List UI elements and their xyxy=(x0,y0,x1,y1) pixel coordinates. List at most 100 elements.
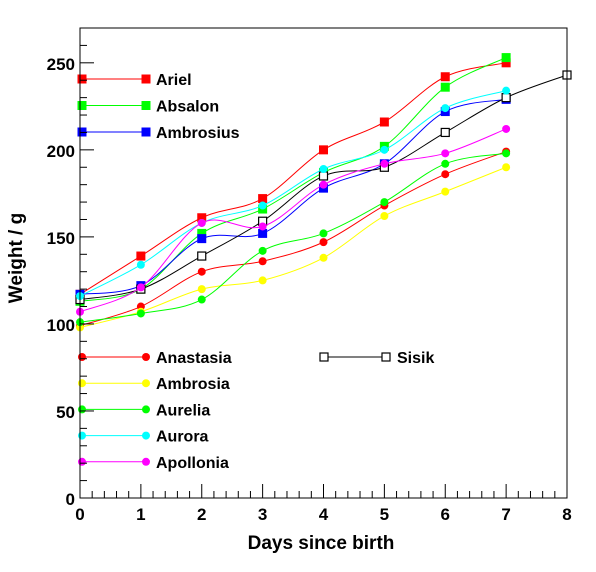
data-point-aurora-6 xyxy=(441,104,450,113)
x-tick-label: 2 xyxy=(197,505,206,524)
data-point-anastasia-4 xyxy=(319,238,328,247)
legend-marker xyxy=(381,352,391,362)
data-point-aurelia-4 xyxy=(319,229,328,238)
legend-upper-left: Ariel Absalon Ambrosius xyxy=(77,72,240,142)
series-ariel xyxy=(75,58,511,299)
legend-marker xyxy=(142,431,150,440)
data-point-anastasia-6 xyxy=(441,170,450,179)
series-line-aurora xyxy=(79,90,507,297)
series-line-aurelia xyxy=(79,152,507,323)
data-point-absalon-7 xyxy=(501,53,511,63)
legend-label: Ariel xyxy=(156,72,192,89)
data-point-aurora-7 xyxy=(502,86,511,95)
legend-marker xyxy=(141,127,151,137)
series-line-ambrosius xyxy=(79,98,507,295)
x-tick-label: 7 xyxy=(501,505,510,524)
data-point-ariel-5 xyxy=(379,117,389,127)
data-point-sisik-7 xyxy=(501,93,511,103)
legend-label: Aurelia xyxy=(156,402,210,419)
data-point-ambrosia-4 xyxy=(319,253,328,262)
x-axis-label: Days since birth xyxy=(248,533,395,554)
data-point-aurelia-5 xyxy=(380,198,389,207)
data-point-ariel-4 xyxy=(319,145,328,155)
x-tick-label: 8 xyxy=(562,505,571,524)
y-tick-label: 50 xyxy=(56,403,75,422)
data-point-ariel-3 xyxy=(258,194,268,204)
data-point-sisik-4 xyxy=(318,171,329,181)
legend-label: Ambrosia xyxy=(156,376,230,393)
x-tick-label: 5 xyxy=(380,505,389,524)
series-ambrosia xyxy=(76,163,511,332)
data-point-sisik-6 xyxy=(440,127,450,138)
data-point-apollonia-7 xyxy=(502,124,511,133)
x-tick-label: 1 xyxy=(136,505,145,524)
x-tick-label: 4 xyxy=(319,505,329,524)
legend-marker xyxy=(77,74,87,84)
legend-marker xyxy=(78,431,86,440)
data-point-ariel-1 xyxy=(136,251,146,261)
data-point-anastasia-2 xyxy=(197,267,206,276)
legend-label: Absalon xyxy=(156,99,219,116)
data-point-aurelia-6 xyxy=(441,159,450,168)
data-point-ambrosia-5 xyxy=(380,212,389,220)
data-point-aurora-4 xyxy=(319,165,328,173)
data-point-apollonia-6 xyxy=(441,149,450,158)
legend-label: Apollonia xyxy=(156,455,229,472)
legend-entry-absalon: Absalon xyxy=(77,99,219,116)
legend-marker xyxy=(141,74,151,84)
data-point-apollonia-3 xyxy=(258,222,267,231)
legend-entry-ambrosia: Ambrosia xyxy=(78,376,230,393)
legend-marker xyxy=(78,379,86,388)
data-point-absalon-2 xyxy=(197,228,207,238)
data-point-apollonia-5 xyxy=(380,159,389,168)
data-point-aurora-3 xyxy=(258,201,267,210)
data-point-apollonia-1 xyxy=(136,283,145,292)
data-point-apollonia-2 xyxy=(197,218,206,227)
legend-entry-ariel: Ariel xyxy=(77,72,192,89)
legend-entry-aurora: Aurora xyxy=(78,429,209,446)
x-tick-label: 6 xyxy=(441,505,450,524)
y-axis-label: Weight / g xyxy=(6,213,27,303)
legend-marker xyxy=(78,353,86,361)
y-tick-label: 0 xyxy=(66,490,75,509)
data-point-aurora-1 xyxy=(136,260,145,269)
legend-label: Sisik xyxy=(397,350,434,367)
legend-lower-center: Sisik xyxy=(319,350,434,367)
legend-marker xyxy=(142,379,150,388)
data-point-ambrosius-2 xyxy=(197,234,207,244)
axes: 0 1 2 3 4 5 6 7 8 0 50 100 150 200 250 xyxy=(47,27,572,524)
series-line-anastasia xyxy=(79,151,507,327)
legend-lower-left: Anastasia Ambrosia Aurelia Aurora Apollonia xyxy=(78,350,232,472)
data-point-ambrosia-6 xyxy=(441,187,450,196)
legend-label: Ambrosius xyxy=(156,125,240,142)
data-point-aurelia-1 xyxy=(136,309,145,318)
legend-marker xyxy=(142,405,150,414)
y-tick-label: 250 xyxy=(47,55,75,74)
data-point-aurora-5 xyxy=(380,145,389,154)
data-point-aurelia-7 xyxy=(502,149,511,158)
data-point-ariel-7 xyxy=(501,58,511,68)
data-point-ariel-2 xyxy=(197,213,207,223)
data-point-absalon-6 xyxy=(440,82,450,92)
data-point-aurelia-2 xyxy=(197,295,206,304)
data-point-ambrosia-3 xyxy=(258,276,267,285)
x-tick-label: 0 xyxy=(75,505,84,524)
series-line-apollonia xyxy=(79,128,507,313)
legend-entry-sisik: Sisik xyxy=(319,350,434,367)
legends: Ariel Absalon Ambrosius Anastasia Ambrosia Au… xyxy=(77,72,434,472)
series-line-ariel xyxy=(79,62,507,295)
data-point-ambrosia-2 xyxy=(197,285,206,294)
legend-marker xyxy=(142,353,150,361)
data-point-anastasia-3 xyxy=(258,257,267,266)
legend-label: Aurora xyxy=(156,429,209,446)
legend-marker xyxy=(77,101,87,110)
y-tick-label: 150 xyxy=(47,229,75,248)
legend-marker xyxy=(78,405,86,414)
legend-entry-aurelia: Aurelia xyxy=(78,402,210,419)
legend-label: Anastasia xyxy=(156,350,232,367)
data-point-apollonia-4 xyxy=(319,180,328,189)
legend-entry-apollonia: Apollonia xyxy=(78,455,229,472)
y-tick-label: 200 xyxy=(47,142,75,161)
legend-marker xyxy=(78,457,86,466)
